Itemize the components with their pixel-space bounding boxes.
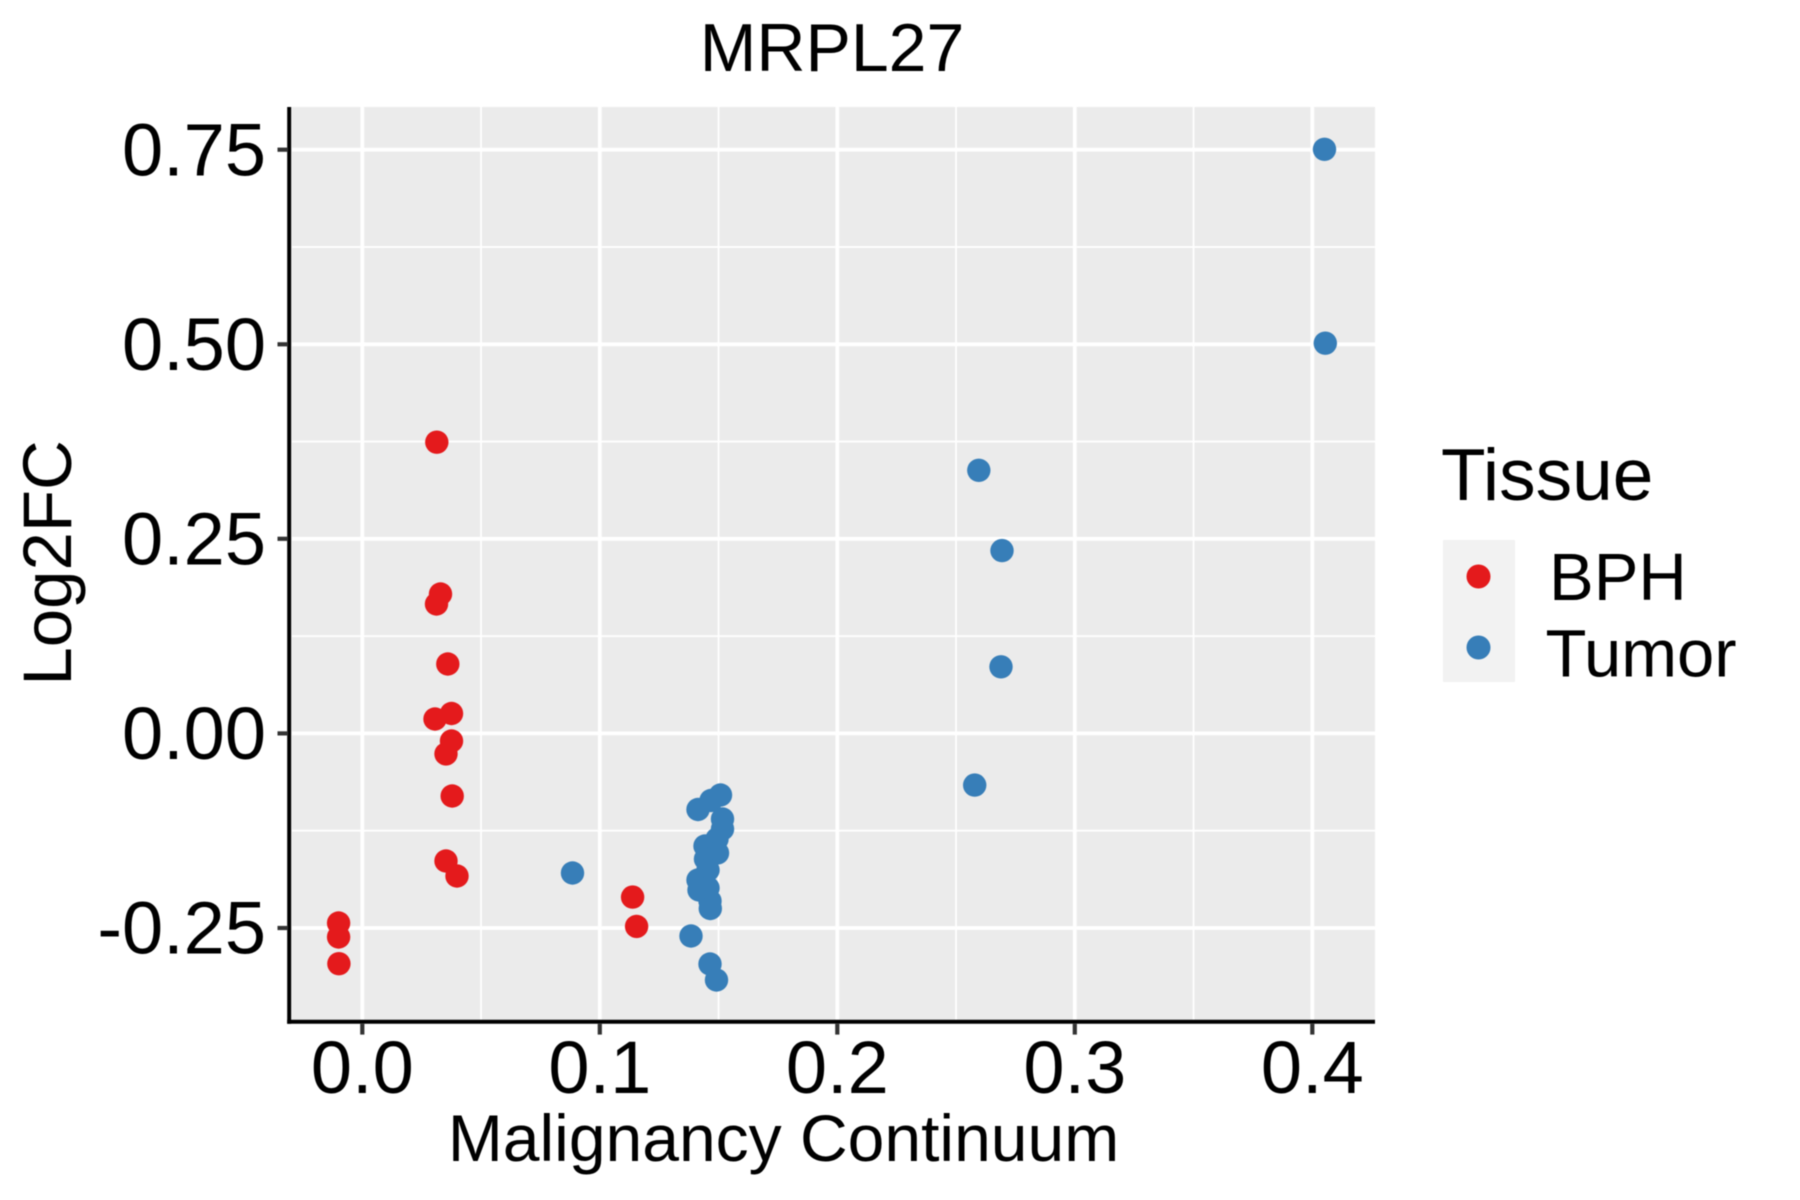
svg-text:MRPL27: MRPL27 xyxy=(700,10,965,86)
svg-text:BPH: BPH xyxy=(1549,540,1687,615)
svg-text:0.75: 0.75 xyxy=(122,108,266,191)
svg-text:Log2FC: Log2FC xyxy=(9,440,86,685)
svg-text:Malignancy Continuum: Malignancy Continuum xyxy=(448,1101,1119,1175)
svg-text:0.3: 0.3 xyxy=(1023,1026,1126,1109)
svg-text:0.1: 0.1 xyxy=(548,1026,651,1109)
svg-text:0.2: 0.2 xyxy=(786,1026,889,1109)
svg-text:Tissue: Tissue xyxy=(1441,435,1653,516)
svg-text:0.50: 0.50 xyxy=(122,303,266,386)
svg-text:0.4: 0.4 xyxy=(1261,1026,1364,1109)
svg-text:Tumor: Tumor xyxy=(1546,616,1737,691)
svg-text:0.0: 0.0 xyxy=(311,1026,414,1109)
svg-text:0.25: 0.25 xyxy=(122,498,266,581)
svg-text:0.00: 0.00 xyxy=(122,692,266,775)
svg-text:-0.25: -0.25 xyxy=(97,887,266,970)
